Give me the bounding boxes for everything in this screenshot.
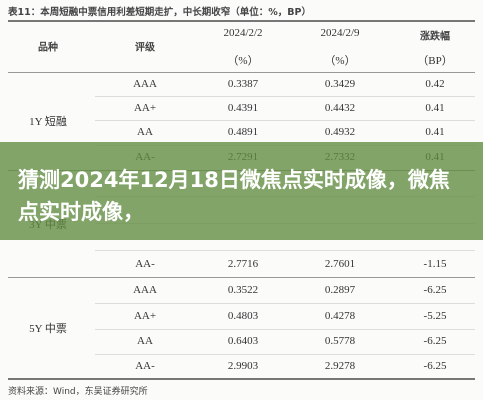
cell: AA- — [135, 258, 155, 270]
header-date: 2024/2/2 — [223, 27, 263, 39]
cell: -1.15 — [423, 258, 447, 270]
cell: 0.41 — [425, 126, 445, 138]
group-label: 1Y 短融 — [29, 115, 67, 128]
cell: -6.25 — [423, 360, 447, 372]
cell: 2.7716 — [227, 258, 259, 270]
header-unit: （%） — [324, 55, 356, 67]
header-date: 2024/2/9 — [320, 27, 360, 39]
header-unit: （BP） — [417, 55, 453, 67]
group-label: 5Y 中票 — [29, 323, 67, 335]
header-variety: 品种 — [38, 42, 58, 54]
row-rule — [95, 96, 475, 97]
cell: 0.3429 — [324, 78, 356, 90]
header-rating: 评级 — [135, 42, 155, 54]
cell: AA — [137, 126, 153, 138]
cell: 0.3522 — [227, 284, 259, 296]
cell: -6.25 — [423, 335, 447, 347]
banner: 猜测2024年12月18日微焦点实时成像，微焦点实时成像， — [0, 142, 483, 240]
header-change: 涨跌幅 — [420, 31, 450, 43]
source: 资料来源：Wind，东吴证券研究所 — [8, 387, 148, 397]
cell: -6.25 — [423, 284, 447, 296]
cell: 0.4891 — [227, 126, 259, 138]
row-rule — [95, 353, 475, 355]
group-rule — [8, 277, 475, 278]
cell: 0.2897 — [324, 284, 356, 296]
cell: 0.4932 — [324, 126, 356, 138]
cell: 0.41 — [425, 102, 445, 114]
cell: 0.3387 — [227, 78, 259, 90]
cell: 2.9903 — [227, 360, 259, 372]
header-unit: （%） — [227, 55, 259, 67]
row-rule — [95, 303, 475, 304]
cell: 0.4391 — [227, 102, 259, 114]
row-rule — [95, 250, 475, 251]
cell: 0.6403 — [227, 335, 259, 347]
header-rule — [8, 72, 475, 73]
cell: AAA — [133, 78, 157, 90]
caption: 表11：本周短融中票信用利差短期走扩，中长期收窄（单位：%，BP） — [8, 7, 311, 18]
cell: -5.25 — [423, 310, 447, 322]
top-rule — [8, 20, 475, 22]
cell: AA+ — [133, 310, 157, 322]
cell: AA- — [135, 360, 155, 372]
cell: 2.9278 — [324, 360, 356, 372]
row-rule — [95, 328, 475, 330]
bottom-rule — [8, 378, 475, 380]
cell: 0.5778 — [324, 335, 356, 347]
cell: AA+ — [133, 102, 157, 114]
cell: 2.7601 — [324, 258, 356, 270]
cell: AA — [137, 335, 153, 347]
cell: 0.4278 — [324, 310, 356, 322]
row-rule — [95, 120, 475, 121]
cell: 0.4432 — [324, 102, 356, 114]
cell: AAA — [133, 284, 157, 296]
cell: 0.4803 — [227, 310, 259, 322]
cell: 0.42 — [425, 78, 445, 90]
